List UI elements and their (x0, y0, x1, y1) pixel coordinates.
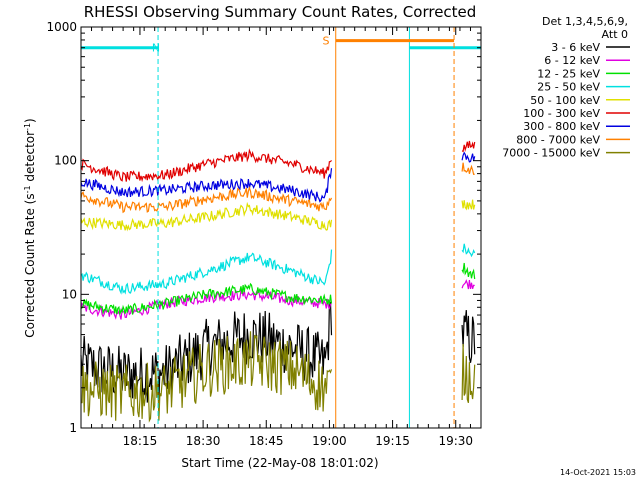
series-line-3-seg-1 (461, 243, 476, 258)
legend-header-line-1: Det 1,3,4,5,6,9, (542, 15, 628, 28)
legend-label: 7000 - 15000 keV (502, 147, 600, 160)
series-line-4-seg-0 (80, 201, 333, 232)
series-line-3-seg-0 (80, 249, 333, 295)
x-tick-label: 19:30 (438, 434, 473, 448)
annotation-S: S (323, 35, 330, 48)
x-axis-label: Start Time (22-May-08 18:01:02) (181, 456, 378, 470)
x-tick-label: 19:00 (312, 434, 347, 448)
x-tick-label: 19:15 (375, 434, 410, 448)
series-line-8-seg-0 (80, 331, 333, 423)
axes: 1 10 100 1000 18:15 18:30 18:45 19:00 19:15 19:30 (46, 20, 482, 448)
legend-label: 3 - 6 keV (551, 41, 600, 54)
chart-title: RHESSI Observing Summary Count Rates, Co… (84, 3, 477, 21)
legend-label: 50 - 100 keV (530, 94, 600, 107)
y-tick-label: 1000 (46, 20, 77, 34)
x-tick-label: 18:15 (123, 434, 158, 448)
series-line-1-seg-1 (461, 279, 475, 290)
series-line-7-seg-1 (461, 162, 475, 175)
series-line-2-seg-1 (461, 262, 476, 280)
series-line-0-seg-1 (461, 310, 476, 363)
series-line-5-seg-1 (461, 140, 476, 153)
series-line-5-seg-0 (80, 148, 332, 183)
y-tick-label: 10 (62, 287, 77, 301)
plot-area: NS (80, 27, 482, 428)
legend-label: 300 - 800 keV (523, 120, 600, 133)
y-tick-label: 1 (69, 421, 77, 435)
legend-label: 6 - 12 keV (544, 54, 600, 67)
legend-label: 100 - 300 keV (523, 107, 600, 120)
annotation-N: N (152, 42, 160, 55)
legend-header-line-2: Att 0 (602, 28, 628, 41)
legend-label: 25 - 50 keV (537, 81, 600, 94)
series-line-6-seg-0 (80, 168, 333, 203)
x-tick-label: 18:45 (249, 434, 284, 448)
legend-label: 12 - 25 keV (537, 67, 600, 80)
x-tick-label: 18:30 (186, 434, 221, 448)
y-tick-label: 100 (54, 154, 77, 168)
series-line-0-seg-0 (80, 301, 333, 403)
series-line-2-seg-0 (80, 282, 333, 316)
series-line-4-seg-1 (461, 199, 476, 211)
date-stamp: 14-Oct-2021 15:03 (560, 468, 636, 477)
y-axis-label: Corrected Count Rate (s-1 detector-1) (23, 118, 38, 337)
legend-label: 800 - 7000 keV (516, 133, 600, 146)
series-line-6-seg-1 (461, 151, 476, 163)
series-line-8-seg-1 (461, 343, 476, 403)
series-line-7-seg-0 (80, 185, 333, 214)
